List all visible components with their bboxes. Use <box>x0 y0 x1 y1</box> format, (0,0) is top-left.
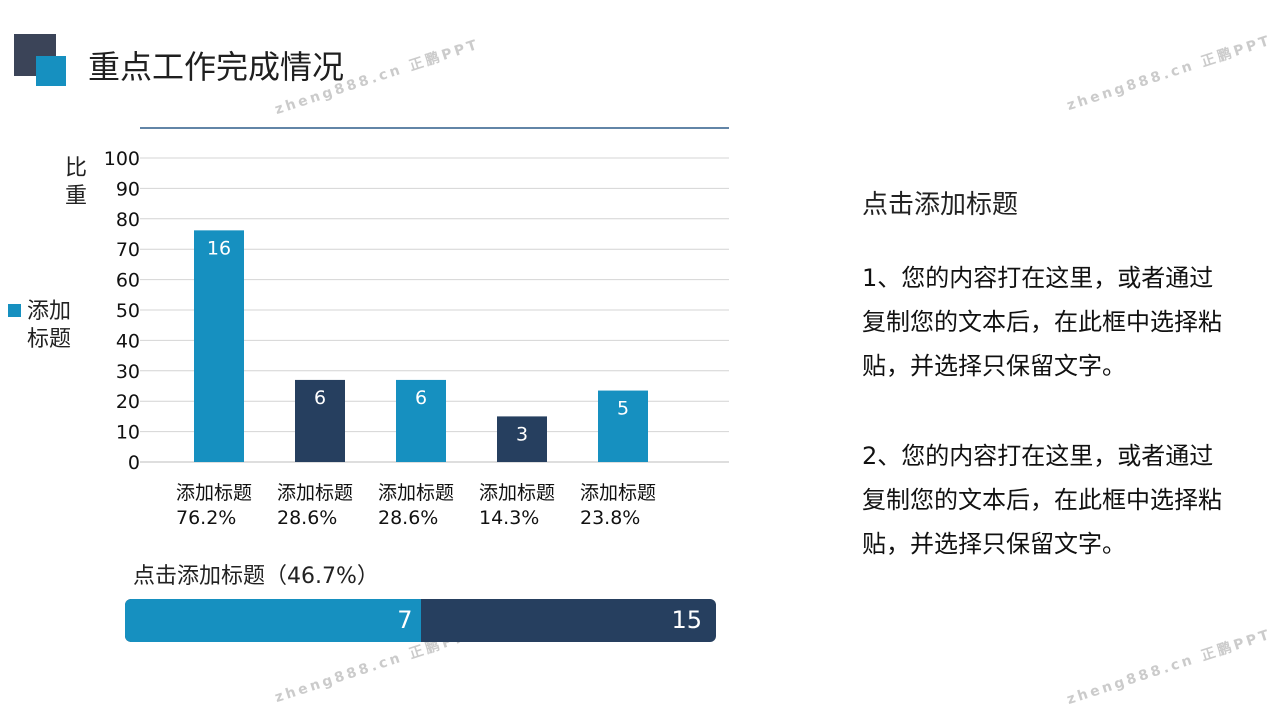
data-label: 5 <box>617 398 629 420</box>
x-tick-label: 添加标题 <box>176 482 252 504</box>
side-paragraph-1: 1、您的内容打在这里，或者通过复制您的文本后，在此框中选择粘贴，并选择只保留文字… <box>862 264 1222 380</box>
bar <box>295 379 345 462</box>
x-tick-label: 添加标题 <box>479 482 555 504</box>
data-label: 6 <box>314 387 326 409</box>
x-tick-sublabel: 76.2% <box>176 507 236 529</box>
side-paragraph-2: 2、您的内容打在这里，或者通过复制您的文本后，在此框中选择粘贴，并选择只保留文字… <box>862 442 1222 558</box>
legend-swatch <box>8 304 21 317</box>
side-title: 点击添加标题 <box>862 190 1019 220</box>
progress-value-2: 15 <box>671 606 702 634</box>
bar <box>194 230 244 462</box>
y-tick-label: 10 <box>116 422 140 444</box>
progress-fill: 7 <box>125 599 421 642</box>
data-label: 6 <box>415 387 427 409</box>
progress-value-1: 7 <box>397 606 413 634</box>
y-axis-label: 比重 <box>64 156 87 209</box>
bar <box>497 416 547 462</box>
y-tick-label: 80 <box>116 209 140 231</box>
y-tick-label: 60 <box>116 270 140 292</box>
y-tick-label: 20 <box>116 391 140 413</box>
x-tick-sublabel: 28.6% <box>277 507 337 529</box>
y-tick-label: 40 <box>116 330 140 352</box>
y-tick-label: 0 <box>128 452 140 474</box>
y-tick-label: 70 <box>116 239 140 261</box>
y-tick-label: 50 <box>116 300 140 322</box>
x-tick-sublabel: 28.6% <box>378 507 438 529</box>
bar <box>598 390 648 462</box>
data-label: 16 <box>207 237 231 259</box>
chart-legend: 添加标题 <box>8 298 83 354</box>
y-tick-label: 90 <box>116 178 140 200</box>
progress-bar: 7 <box>125 599 716 642</box>
watermark: zheng888.cn 正鹏PPT <box>1064 32 1274 115</box>
x-tick-label: 添加标题 <box>378 482 454 504</box>
bar-chart: 0 10 20 30 40 50 60 70 80 90 100 16 添加标题 76.2% 6 添加标题 28… <box>104 127 729 529</box>
progress-label: 点击添加标题（46.7%） <box>133 564 379 589</box>
legend-label: 添加标题 <box>27 299 72 352</box>
data-label: 3 <box>516 423 528 445</box>
y-tick-label: 30 <box>116 361 140 383</box>
logo-square-blue <box>36 56 66 86</box>
x-tick-label: 添加标题 <box>277 482 353 504</box>
bar <box>396 379 446 462</box>
x-tick-label: 添加标题 <box>580 482 656 504</box>
watermark: zheng888.cn 正鹏PPT <box>1064 626 1274 709</box>
x-tick-sublabel: 14.3% <box>479 507 539 529</box>
y-tick-label: 100 <box>104 148 140 170</box>
page-title: 重点工作完成情况 <box>88 48 345 86</box>
x-tick-sublabel: 23.8% <box>580 507 640 529</box>
